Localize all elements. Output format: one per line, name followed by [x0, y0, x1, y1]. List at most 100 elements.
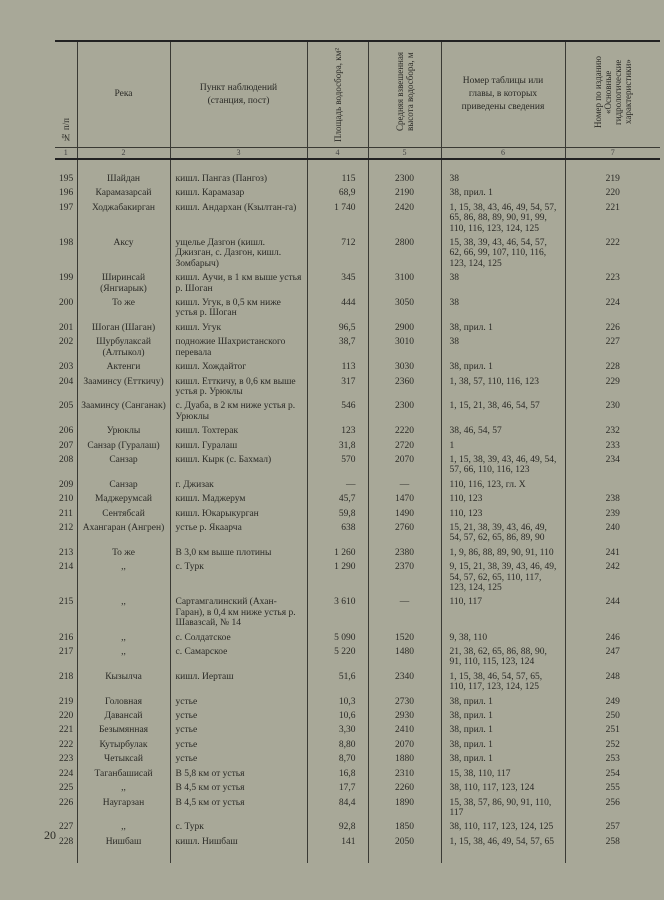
- cell-pub: 233: [564, 438, 660, 453]
- cell-station: кишл. Хождайтог: [169, 360, 307, 375]
- cell-area: 5 090: [306, 630, 368, 646]
- cell-river: То же: [76, 545, 170, 561]
- cell-n: 207: [59, 440, 74, 451]
- cell-n: 215: [59, 597, 74, 608]
- cell-area: 84,4: [306, 795, 368, 821]
- page-number: 20: [44, 828, 56, 842]
- cell-height: 3100: [367, 271, 441, 297]
- header-station: Пункт наблюдений (станция, пост): [169, 40, 307, 148]
- cell-n: 202: [59, 337, 74, 348]
- cell-area: 546: [306, 399, 368, 425]
- cell-refs: 1, 15, 21, 38, 46, 54, 57: [440, 399, 565, 425]
- cell-height: 2070: [367, 452, 441, 478]
- cell-refs: 38: [440, 271, 565, 297]
- cell-river: Актенги: [76, 360, 170, 375]
- table-row: 197 Ходжабакирган кишл. Андархан (Кзылтан-…: [55, 200, 660, 237]
- cell-refs: 38, прил. 1: [440, 186, 565, 201]
- cell-pub: 241: [564, 545, 660, 561]
- cell-refs: 38, 110, 117, 123, 124, 125: [440, 820, 565, 835]
- cell-height: 2300: [367, 399, 441, 425]
- table-row: 220 Давансай устье 10,6 2930 38, прил. 1 250: [55, 709, 660, 724]
- cell-n: 203: [59, 362, 74, 373]
- cell-pub: 242: [564, 560, 660, 596]
- cell-station: устье: [169, 694, 307, 710]
- cell-pub: 256: [564, 795, 660, 821]
- colnum: 6: [440, 147, 565, 160]
- cell-n: 218: [59, 671, 74, 682]
- cell-height: 3010: [367, 335, 441, 361]
- table-row: 224 Таганбашисай В 5,8 км от устья 16,8 2310…: [55, 766, 660, 782]
- cell-station: кишл. Карамазар: [169, 186, 307, 201]
- cell-area: 16,8: [306, 766, 368, 782]
- table-row: 221 Безымянная устье 3,30 2410 38, прил. 1 251: [55, 723, 660, 738]
- table-row: 227,, с. Турк 92,8 1850 38, 110, 117, 123, 1…: [55, 820, 660, 835]
- cell-area: 38,7: [306, 335, 368, 361]
- cell-area: 444: [306, 296, 368, 321]
- cell-river: ,,: [76, 820, 170, 835]
- cell-height: 2420: [367, 200, 441, 237]
- colnum: 7: [564, 147, 660, 160]
- cell-river: Урюклы: [76, 424, 170, 439]
- colnum: 5: [367, 147, 441, 160]
- table-row: 207 Санзар (Гуралаш) кишл. Гуралаш 31,8 2720…: [55, 438, 660, 453]
- cell-station: устье: [169, 723, 307, 738]
- cell-station: с. Турк: [169, 820, 307, 835]
- cell-river: Карамазарсай: [76, 186, 170, 201]
- stations-table: № п/п Река Пункт наблюдений (станция, по…: [55, 40, 660, 864]
- cell-area: 113: [306, 360, 368, 375]
- cell-n: 214: [59, 562, 74, 573]
- cell-river: Таганбашисай: [76, 766, 170, 782]
- table-row: 214,, с. Турк 1 290 2370 9, 15, 21, 38, 39, …: [55, 560, 660, 596]
- header-publication: Номер по изданию «Основные гидрологическ…: [564, 40, 660, 148]
- cell-station: с. Дуаба, в 2 км ниже устья р. Урюклы: [169, 399, 307, 425]
- header-area: Площадь водосбора, км²: [306, 40, 368, 148]
- cell-refs: 21, 38, 62, 65, 86, 88, 90, 91, 110, 115…: [440, 645, 565, 670]
- cell-height: 2360: [367, 374, 441, 400]
- table-row: 222 Кутырбулак устье 8,80 2070 38, прил. 1 252: [55, 737, 660, 753]
- cell-n: 220: [59, 711, 74, 722]
- cell-pub: 257: [564, 820, 660, 835]
- table-row: 218 Кызылча кишл. Иерташ 51,6 2340 1, 15, 38,…: [55, 669, 660, 695]
- table-row: 213 То же В 3,0 км выше плотины 1 260 2380 1,…: [55, 545, 660, 561]
- cell-area: 1 260: [306, 545, 368, 561]
- cell-river: Ходжабакирган: [76, 200, 170, 237]
- table-row: 225,, В 4,5 км от устья 17,7 2260 38, 110, 1…: [55, 781, 660, 796]
- table-row: 212 Ахангаран (Ангрен) устье р. Якаарча 638…: [55, 520, 660, 546]
- cell-n: 228: [59, 836, 74, 847]
- cell-river: Четыксай: [76, 752, 170, 767]
- cell-river: Ахангаран (Ангрен): [76, 520, 170, 546]
- cell-pub: 249: [564, 694, 660, 710]
- cell-height: 1490: [367, 506, 441, 521]
- cell-height: 2800: [367, 236, 441, 272]
- cell-pub: 222: [564, 236, 660, 272]
- table-row: 200 То же кишл. Угук, в 0,5 км ниже устья …: [55, 296, 660, 321]
- cell-refs: 1, 15, 38, 39, 43, 46, 49, 54, 57, 66, 1…: [440, 452, 565, 478]
- cell-area: 8,80: [306, 737, 368, 753]
- cell-height: 2220: [367, 424, 441, 439]
- table-row: 215,, Сартамгалинский (Ахан-Гаран), в 0,4…: [55, 595, 660, 631]
- cell-refs: 15, 38, 57, 86, 90, 91, 110, 117: [440, 795, 565, 821]
- cell-n: 212: [59, 522, 74, 533]
- cell-station: кишл. Пангаз (Пангоз): [169, 159, 307, 187]
- cell-n: 210: [59, 494, 74, 505]
- cell-refs: 110, 123: [440, 492, 565, 507]
- cell-pub: 229: [564, 374, 660, 400]
- cell-river: Безымянная: [76, 723, 170, 738]
- cell-refs: 38, 46, 54, 57: [440, 424, 565, 439]
- cell-area: 3 610: [306, 595, 368, 631]
- table-row: 199 Ширинсай (Янгиарык) кишл. Аучи, в 1 км…: [55, 271, 660, 297]
- cell-area: 712: [306, 236, 368, 272]
- cell-station: ущелье Дазгон (кишл. Джизган, с. Дазгон,…: [169, 236, 307, 272]
- cell-river: Ширинсай (Янгиарык): [76, 271, 170, 297]
- cell-river: ,,: [76, 645, 170, 670]
- cell-refs: 38, прил. 1: [440, 320, 565, 336]
- table-row: 205 Зааминсу (Санганак) с. Дуаба, в 2 км н…: [55, 399, 660, 425]
- cell-height: 1470: [367, 492, 441, 507]
- cell-station: с. Турк: [169, 560, 307, 596]
- cell-height: 2070: [367, 737, 441, 753]
- cell-river: Шоган (Шаган): [76, 320, 170, 336]
- cell-station: кишл. Аучи, в 1 км выше устья р. Шоган: [169, 271, 307, 297]
- table-body: 195 Шайдан кишл. Пангаз (Пангоз) 115 2300 38 2…: [55, 159, 660, 864]
- cell-river: ,,: [76, 595, 170, 631]
- cell-river: Сентябсай: [76, 506, 170, 521]
